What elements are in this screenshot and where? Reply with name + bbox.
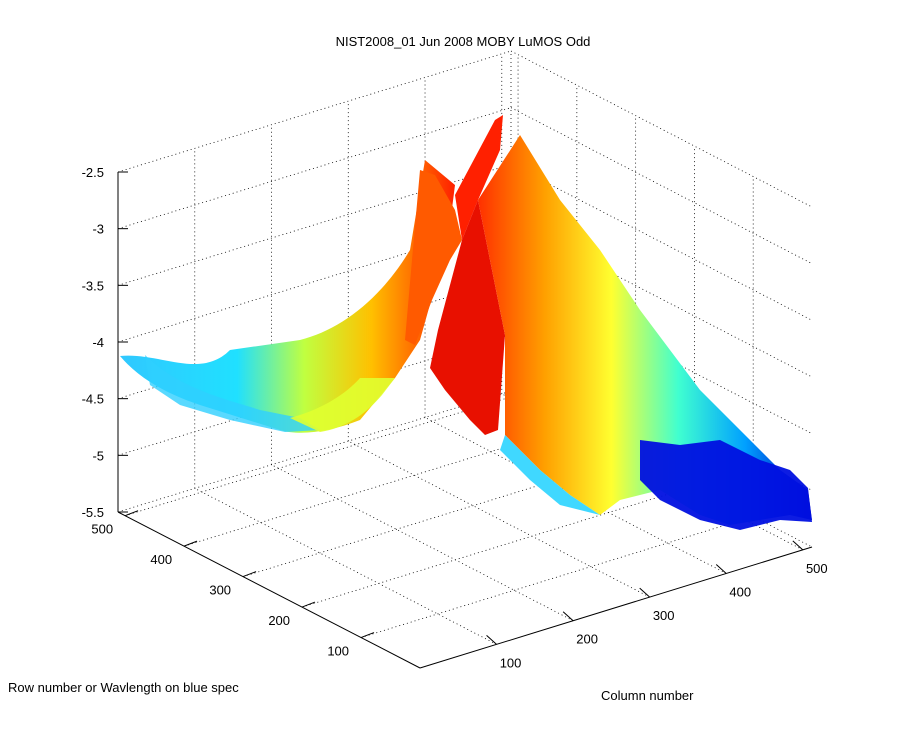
x-tick-mark bbox=[792, 540, 804, 551]
surface-left-slope bbox=[120, 160, 455, 433]
x-tick-mark bbox=[562, 611, 574, 622]
grid-line-z bbox=[117, 50, 512, 173]
x-tick-mark bbox=[486, 634, 497, 645]
x-axis-line bbox=[419, 546, 813, 669]
y-tick-mark bbox=[183, 540, 198, 547]
grid-line-y bbox=[360, 516, 754, 638]
y-tick-mark bbox=[360, 632, 375, 638]
grid-line-y bbox=[301, 485, 695, 608]
x-axis-label: Column number bbox=[601, 688, 694, 703]
grid-line-x bbox=[194, 488, 497, 645]
grid-line-z bbox=[117, 390, 512, 513]
surface-left-front-yellow bbox=[290, 378, 395, 432]
grid-line-z bbox=[117, 107, 512, 230]
y-axis-label: Row number or Wavlength on blue spec bbox=[8, 680, 239, 695]
grid-line-z bbox=[117, 163, 512, 286]
grid-line-y bbox=[183, 424, 577, 547]
y-tick-label: 100 bbox=[327, 644, 349, 659]
surface-left-spike bbox=[405, 170, 462, 345]
y-tick-mark bbox=[301, 601, 316, 608]
surface-right-noisy-tail bbox=[640, 440, 812, 530]
z-tick-label: -4 bbox=[92, 335, 104, 350]
grid-line-y bbox=[124, 394, 519, 517]
y-tick-label: 300 bbox=[209, 583, 231, 598]
surface-central-spike bbox=[430, 200, 505, 435]
grid-line-z bbox=[510, 107, 813, 265]
grid-line-y bbox=[242, 455, 636, 577]
y-tick-mark bbox=[242, 571, 257, 578]
z-tick-label: -2.5 bbox=[82, 165, 104, 180]
z-tick-label: -4.5 bbox=[82, 392, 104, 407]
z-tick-label: -5 bbox=[92, 448, 104, 463]
z-tick-label: -5.5 bbox=[82, 505, 104, 520]
grid-line-x bbox=[424, 417, 727, 574]
grid-line-x bbox=[271, 464, 574, 622]
surface-peak-back-ridge bbox=[455, 115, 503, 240]
grid-line-z bbox=[510, 163, 813, 321]
y-tick-label: 400 bbox=[150, 552, 172, 567]
y-axis-line bbox=[117, 511, 421, 669]
surface-left-front-edge bbox=[145, 355, 320, 432]
axes-frame bbox=[117, 171, 813, 669]
grid-line-z bbox=[117, 220, 512, 343]
grid-line-z bbox=[117, 333, 512, 456]
y-tick-mark bbox=[124, 510, 139, 517]
z-tick-label: -3 bbox=[92, 222, 104, 237]
surface-right-slope bbox=[478, 135, 812, 525]
data-surface bbox=[120, 115, 812, 530]
x-tick-mark bbox=[715, 564, 727, 574]
x-tick-label: 100 bbox=[500, 655, 522, 670]
x-tick-mark bbox=[639, 587, 651, 598]
y-tick-label: 200 bbox=[268, 613, 290, 628]
x-tick-label: 300 bbox=[653, 608, 675, 623]
tick-labels: 100 200 300 400 500 100 200 300 400 500 -2.5 -3 -3.5… bbox=[82, 165, 828, 670]
z-tick-label: -3.5 bbox=[82, 278, 104, 293]
y-tick-label: 500 bbox=[91, 522, 113, 537]
surface-front-cyan-edge bbox=[500, 435, 600, 515]
x-tick-label: 400 bbox=[729, 584, 751, 599]
grid-line-x bbox=[348, 440, 650, 598]
x-tick-label: 200 bbox=[576, 632, 598, 647]
grid-line-z bbox=[510, 50, 813, 208]
chart-title: NIST2008_01 Jun 2008 MOBY LuMOS Odd bbox=[336, 34, 591, 49]
x-tick-label: 500 bbox=[806, 561, 828, 576]
